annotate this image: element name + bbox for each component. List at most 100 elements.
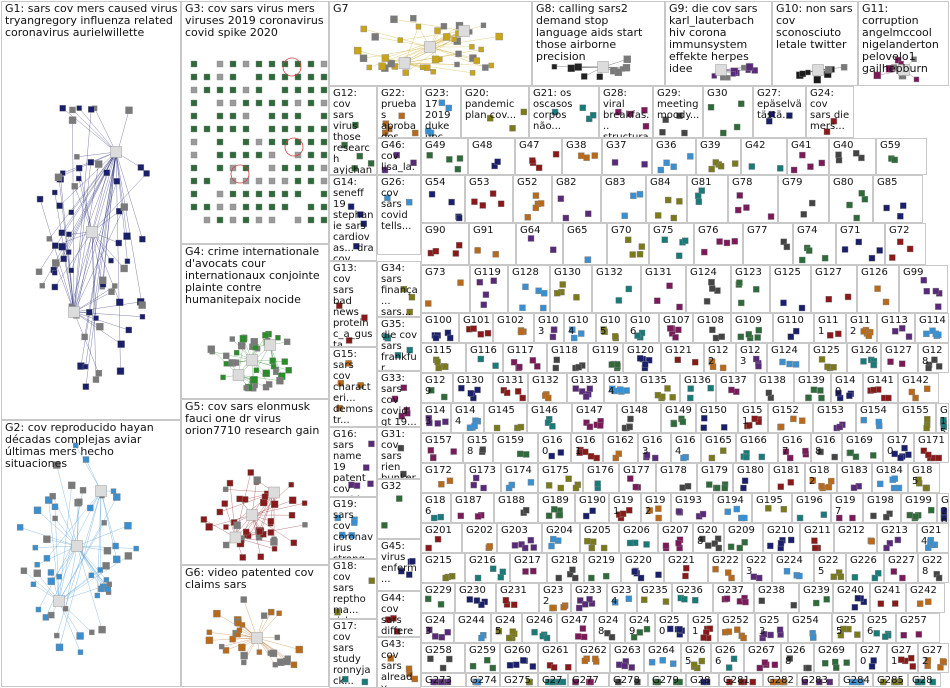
vertex-node[interactable]: [654, 391, 662, 399]
vertex-node[interactable]: [777, 483, 784, 490]
vertex-node[interactable]: [626, 539, 634, 547]
vertex-node[interactable]: [320, 190, 328, 198]
vertex-node[interactable]: [728, 574, 735, 582]
vertex-node[interactable]: [843, 659, 850, 666]
vertex-node[interactable]: [241, 496, 249, 503]
vertex-node[interactable]: [712, 565, 719, 573]
vertex-node[interactable]: [406, 308, 413, 316]
vertex-node[interactable]: [522, 506, 530, 514]
vertex-node[interactable]: [125, 326, 132, 334]
vertex-node[interactable]: [110, 146, 122, 158]
vertex-node[interactable]: [476, 279, 484, 286]
vertex-node[interactable]: [860, 416, 867, 424]
vertex-node[interactable]: [616, 661, 623, 668]
vertex-node[interactable]: [207, 345, 215, 353]
vertex-node[interactable]: [281, 358, 288, 365]
vertex-node[interactable]: [51, 283, 59, 291]
vertex-node[interactable]: [233, 521, 241, 530]
vertex-node[interactable]: [835, 330, 842, 338]
vertex-node[interactable]: [576, 449, 583, 456]
vertex-node[interactable]: [818, 356, 826, 363]
vertex-node[interactable]: [430, 678, 437, 686]
vertex-node[interactable]: [754, 334, 761, 341]
vertex-node[interactable]: [626, 507, 633, 514]
vertex-node[interactable]: [381, 522, 388, 529]
vertex-node[interactable]: [939, 658, 947, 665]
vertex-node[interactable]: [720, 447, 727, 454]
vertex-node[interactable]: [753, 355, 760, 363]
vertex-node[interactable]: [623, 387, 630, 394]
vertex-node[interactable]: [55, 643, 64, 652]
vertex-node[interactable]: [725, 75, 731, 81]
vertex-node[interactable]: [426, 419, 433, 427]
vertex-node[interactable]: [709, 363, 717, 371]
vertex-node[interactable]: [242, 528, 250, 536]
vertex-node[interactable]: [434, 358, 441, 366]
vertex-node[interactable]: [257, 553, 264, 561]
vertex-node[interactable]: [900, 632, 907, 639]
vertex-node[interactable]: [724, 508, 731, 515]
vertex-node[interactable]: [892, 678, 899, 686]
vertex-node[interactable]: [113, 493, 121, 501]
vertex-node[interactable]: [477, 355, 485, 363]
vertex-node[interactable]: [657, 166, 665, 174]
vertex-node[interactable]: [320, 216, 328, 224]
vertex-node[interactable]: [454, 165, 462, 173]
vertex-node[interactable]: [396, 495, 403, 502]
vertex-node[interactable]: [928, 506, 935, 514]
vertex-node[interactable]: [133, 545, 139, 552]
vertex-node[interactable]: [454, 61, 460, 68]
vertex-node[interactable]: [359, 54, 368, 62]
vertex-node[interactable]: [441, 393, 448, 401]
vertex-node[interactable]: [885, 394, 892, 402]
vertex-node[interactable]: [89, 629, 95, 636]
vertex-node[interactable]: [33, 506, 42, 515]
vertex-node[interactable]: [799, 70, 806, 78]
vertex-node[interactable]: [203, 86, 211, 94]
vertex-node[interactable]: [703, 298, 711, 305]
vertex-node[interactable]: [908, 654, 915, 662]
vertex-node[interactable]: [86, 226, 98, 238]
vertex-node[interactable]: [905, 451, 912, 458]
vertex-node[interactable]: [124, 258, 131, 264]
vertex-node[interactable]: [809, 477, 816, 484]
vertex-node[interactable]: [437, 601, 445, 608]
vertex-node[interactable]: [706, 625, 714, 632]
vertex-node[interactable]: [679, 418, 687, 426]
vertex-node[interactable]: [382, 120, 390, 127]
vertex-node[interactable]: [256, 649, 263, 655]
vertex-node[interactable]: [307, 203, 315, 211]
vertex-node[interactable]: [120, 203, 129, 211]
vertex-node[interactable]: [320, 151, 328, 159]
vertex-node[interactable]: [482, 64, 489, 71]
vertex-node[interactable]: [124, 522, 132, 530]
vertex-node[interactable]: [474, 247, 481, 254]
vertex-node[interactable]: [382, 129, 389, 136]
vertex-node[interactable]: [446, 156, 453, 163]
vertex-node[interactable]: [87, 504, 94, 512]
vertex-node[interactable]: [573, 294, 580, 301]
vertex-node[interactable]: [853, 214, 860, 222]
vertex-node[interactable]: [520, 108, 528, 116]
vertex-node[interactable]: [594, 480, 601, 487]
vertex-node[interactable]: [870, 512, 877, 520]
vertex-node[interactable]: [110, 488, 117, 494]
vertex-node[interactable]: [427, 655, 434, 663]
vertex-node[interactable]: [307, 164, 315, 172]
vertex-node[interactable]: [556, 511, 564, 519]
vertex-node[interactable]: [216, 203, 224, 211]
vertex-node[interactable]: [221, 500, 228, 507]
vertex-node[interactable]: [767, 213, 775, 220]
vertex-node[interactable]: [924, 416, 931, 423]
vertex-node[interactable]: [397, 37, 403, 43]
vertex-node[interactable]: [802, 447, 809, 455]
vertex-node[interactable]: [203, 125, 211, 133]
vertex-node[interactable]: [627, 110, 634, 118]
vertex-node[interactable]: [593, 454, 600, 462]
vertex-node[interactable]: [712, 334, 720, 342]
vertex-node[interactable]: [307, 73, 315, 81]
vertex-node[interactable]: [190, 112, 198, 120]
vertex-node[interactable]: [32, 544, 38, 551]
vertex-node[interactable]: [432, 633, 439, 640]
vertex-node[interactable]: [474, 513, 482, 520]
